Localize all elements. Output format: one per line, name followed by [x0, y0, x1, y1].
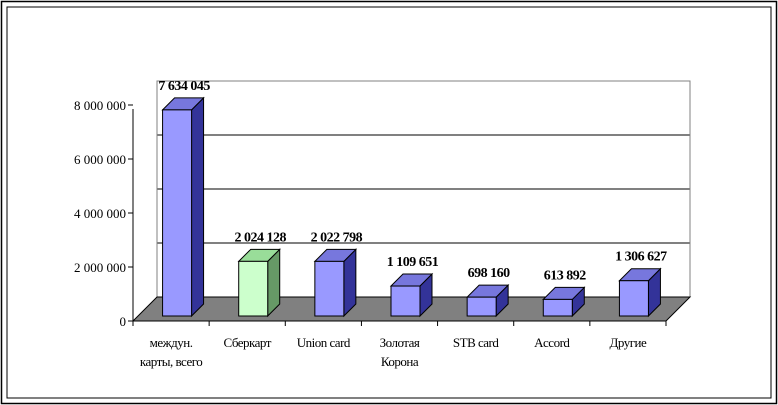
x-tick-label: Корона [381, 354, 419, 369]
inner-border [6, 6, 772, 399]
data-label: 1 109 651 [387, 255, 439, 270]
data-label: 2 022 798 [311, 230, 363, 245]
bar-side [191, 96, 205, 318]
x-tick-label: Золотая [380, 335, 420, 350]
y-tick-label: 2 000 000 [74, 260, 126, 275]
bar [390, 285, 421, 317]
x-tick-label: Union card [297, 335, 351, 350]
y-tick-label: 0 [120, 314, 127, 329]
x-tick-label: Accord [534, 335, 570, 350]
x-tick-label: STB card [453, 335, 499, 350]
data-label: 7 634 045 [158, 79, 210, 94]
bar [466, 296, 497, 317]
bar [314, 260, 345, 317]
bar [542, 298, 573, 317]
y-tick-label: 4 000 000 [74, 206, 126, 221]
plot-area: 0 2 000 000 4 000 000 6 000 000 8 000 000 7 6… [74, 79, 692, 369]
y-tick-label: 6 000 000 [74, 152, 126, 167]
x-tick-label: карты, всего [140, 354, 202, 369]
data-label: 698 160 [468, 266, 511, 281]
bar [618, 280, 649, 317]
x-tick-label: Сберкарт [223, 335, 271, 350]
x-tick-label: междун. [150, 335, 193, 350]
bar [238, 260, 269, 317]
bar [162, 109, 193, 317]
x-tick-label: Другие [610, 335, 647, 350]
data-label: 1 306 627 [615, 250, 667, 265]
y-tick-label: 8 000 000 [74, 98, 126, 113]
data-label: 2 024 128 [234, 230, 286, 245]
data-label: 613 892 [544, 268, 587, 283]
